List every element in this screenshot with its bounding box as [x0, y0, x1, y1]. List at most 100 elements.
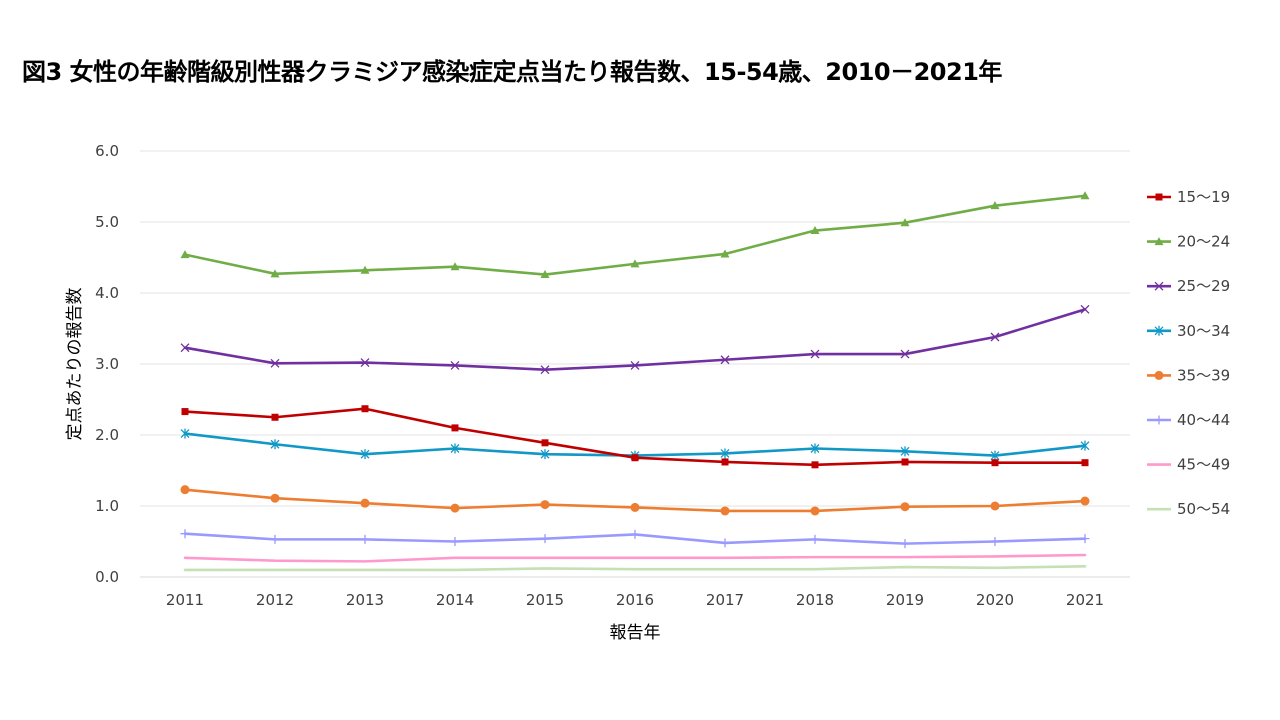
data-point — [810, 443, 820, 454]
data-point — [720, 506, 730, 516]
data-point — [540, 270, 550, 279]
x-tick-label: 2013 — [346, 591, 384, 609]
data-point — [360, 534, 370, 544]
data-point — [901, 458, 909, 466]
data-point — [990, 501, 1000, 511]
data-point — [991, 459, 999, 467]
data-point — [360, 358, 370, 368]
data-point — [810, 534, 820, 544]
y-tick-label: 5.0 — [95, 213, 119, 231]
data-point — [630, 259, 640, 268]
x-tick-label: 2014 — [436, 591, 474, 609]
x-tick-label: 2018 — [796, 591, 834, 609]
data-point — [1080, 191, 1090, 200]
data-point — [270, 493, 280, 503]
data-point — [180, 529, 190, 539]
x-tick-label: 2019 — [886, 591, 924, 609]
data-point — [450, 503, 460, 513]
legend-item: 30～34 — [1147, 322, 1230, 340]
x-tick-label: 2021 — [1066, 591, 1104, 609]
data-point — [450, 360, 460, 370]
chart-title: 図3 女性の年齢階級別性器クラミジア感染症定点当たり報告数、15-54歳、201… — [22, 58, 1002, 86]
series-20～24 — [180, 191, 1090, 279]
legend-item: 35～39 — [1147, 366, 1230, 384]
data-point — [720, 538, 730, 548]
data-point — [360, 498, 370, 508]
legend-label: 40～44 — [1177, 411, 1230, 429]
data-point — [1154, 370, 1164, 380]
data-point — [900, 218, 910, 227]
legend: 15～19 20～24 25～29 30～34 35～39 40～44 45～49 50～54 — [1147, 188, 1230, 518]
series-50～54 — [183, 565, 1087, 572]
legend-item: 40～44 — [1147, 411, 1230, 429]
data-point — [1155, 193, 1163, 201]
data-point — [900, 349, 910, 359]
data-point — [900, 446, 910, 457]
data-point — [271, 413, 279, 421]
series-40～44 — [180, 529, 1090, 549]
data-point — [631, 454, 639, 462]
data-point — [1154, 415, 1164, 425]
data-point — [720, 249, 730, 258]
data-point — [181, 408, 189, 416]
y-tick-label: 4.0 — [95, 284, 119, 302]
series-35～39 — [180, 485, 1090, 516]
data-point — [990, 450, 1000, 461]
legend-label: 45～49 — [1177, 456, 1230, 474]
data-point — [541, 439, 549, 447]
legend-item: 15～19 — [1147, 188, 1230, 206]
data-point — [451, 424, 459, 432]
series-15～19 — [181, 405, 1089, 469]
data-point — [360, 265, 370, 274]
legend-item: 25～29 — [1147, 277, 1230, 295]
series-lines — [180, 191, 1090, 572]
data-point — [360, 449, 370, 460]
x-tick-label: 2020 — [976, 591, 1014, 609]
data-point — [1080, 534, 1090, 544]
data-point — [630, 529, 640, 539]
legend-label: 25～29 — [1177, 277, 1230, 295]
y-tick-label: 1.0 — [95, 497, 119, 515]
data-point — [180, 250, 190, 259]
data-point — [180, 428, 190, 439]
data-point — [450, 537, 460, 546]
data-point — [990, 332, 1000, 342]
data-point — [1081, 459, 1089, 467]
y-tick-label: 6.0 — [95, 142, 119, 160]
legend-item: 50～54 — [1147, 500, 1230, 518]
series-line — [183, 565, 1087, 572]
data-point — [1154, 237, 1164, 246]
data-point — [630, 360, 640, 370]
data-point — [180, 343, 190, 353]
data-point — [810, 506, 820, 516]
data-point — [540, 534, 550, 544]
data-point — [900, 539, 910, 549]
legend-label: 35～39 — [1177, 366, 1230, 384]
data-point — [1080, 440, 1090, 451]
x-tick-label: 2011 — [166, 591, 204, 609]
data-point — [900, 502, 910, 512]
y-tick-label: 2.0 — [95, 426, 119, 444]
data-point — [1080, 304, 1090, 314]
legend-label: 20～24 — [1177, 233, 1230, 251]
y-axis-title: 定点あたりの報告数 — [65, 288, 85, 441]
y-tick-label: 0.0 — [95, 568, 119, 586]
x-tick-label: 2017 — [706, 591, 744, 609]
x-axis-ticks: 2011 2012 2013 2014 2015 2016 2017 2018 2019 2020… — [166, 591, 1104, 609]
data-point — [990, 537, 1000, 546]
data-point — [810, 349, 820, 359]
data-point — [180, 485, 190, 495]
data-point — [721, 458, 729, 466]
x-tick-label: 2015 — [526, 591, 564, 609]
legend-item: 20～24 — [1147, 233, 1230, 251]
data-point — [270, 269, 280, 278]
data-point — [990, 201, 1000, 210]
y-axis-ticks: 0.0 1.0 2.0 3.0 4.0 5.0 6.0 — [95, 142, 119, 586]
data-point — [270, 439, 280, 450]
data-point — [361, 405, 369, 413]
data-point — [1154, 325, 1164, 336]
legend-label: 15～19 — [1177, 188, 1230, 206]
data-point — [630, 502, 640, 512]
data-point — [450, 443, 460, 454]
